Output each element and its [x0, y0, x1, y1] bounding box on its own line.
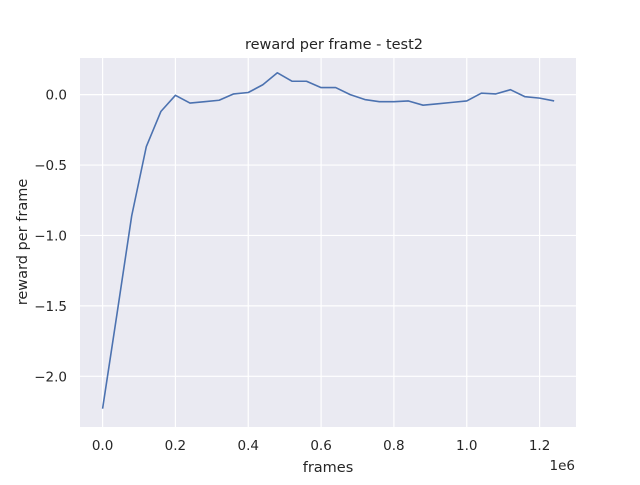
x-tick-label: 0.0 [92, 438, 113, 454]
x-tick-label: 1.2 [529, 438, 550, 454]
y-tick-label: 0.0 [46, 88, 67, 104]
plot-area [80, 58, 576, 427]
series-layer [101, 71, 555, 409]
series-line [101, 71, 555, 409]
x-tick-labels: 0.0 0.2 0.4 0.6 0.8 1.0 1.2 [92, 438, 550, 454]
chart-title: reward per frame - test2 [245, 37, 423, 53]
x-tick-label: 0.8 [383, 438, 404, 454]
grid-lines [80, 58, 576, 427]
y-tick-label: −0.5 [34, 158, 67, 174]
y-axis-label: reward per frame [15, 179, 31, 306]
y-tick-label: −2.0 [34, 369, 67, 385]
y-tick-labels: 0.0 −0.5 −1.0 −1.5 −2.0 [34, 88, 67, 386]
y-tick-label: −1.5 [34, 299, 67, 315]
x-axis-offset-label: 1e6 [550, 458, 575, 474]
x-tick-label: 0.6 [310, 438, 331, 454]
x-tick-label: 0.2 [165, 438, 186, 454]
y-tick-label: −1.0 [34, 228, 67, 244]
x-axis-label: frames [303, 460, 354, 476]
x-tick-label: 0.4 [238, 438, 259, 454]
x-tick-label: 1.0 [456, 438, 477, 454]
